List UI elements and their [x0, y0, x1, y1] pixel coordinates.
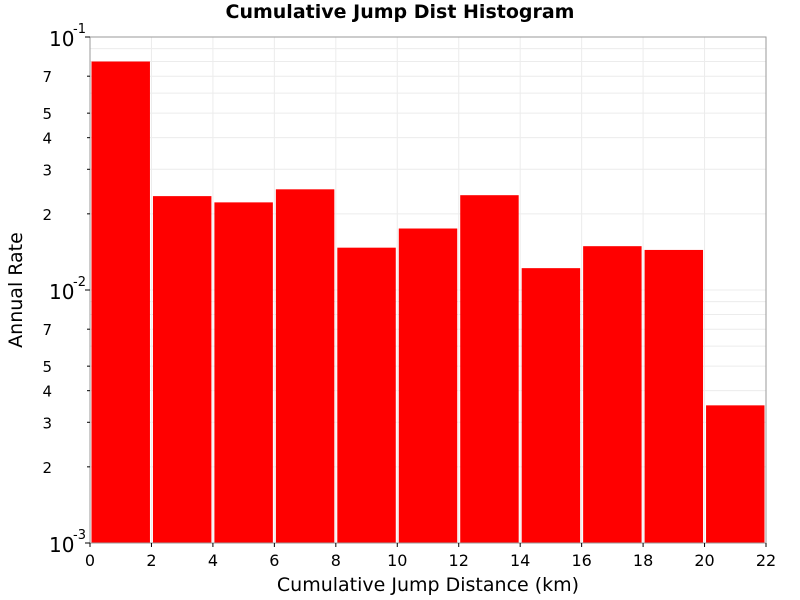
y-tick-exponent: -3: [73, 528, 86, 543]
y-tick-label: 10: [49, 533, 74, 557]
x-tick-label: 12: [449, 551, 469, 570]
x-tick-label: 10: [387, 551, 407, 570]
histogram-bar: [706, 405, 765, 543]
y-tick-label: 4: [42, 383, 52, 401]
y-tick-exponent: -1: [73, 22, 86, 37]
histogram-bar: [644, 249, 704, 543]
y-tick-label: 3: [42, 161, 52, 179]
histogram-bar: [91, 61, 150, 543]
x-tick-label: 20: [694, 551, 714, 570]
x-tick-label: 14: [510, 551, 530, 570]
x-tick-label: 16: [571, 551, 591, 570]
histogram-bar: [337, 247, 396, 544]
histogram-bar: [460, 195, 519, 544]
y-tick-label: 5: [42, 358, 52, 376]
histogram-bar: [398, 228, 458, 544]
y-tick-exponent: -2: [73, 275, 86, 290]
y-tick-label: 7: [42, 321, 52, 339]
x-axis-label: Cumulative Jump Distance (km): [277, 574, 579, 596]
y-axis-label: Annual Rate: [5, 232, 27, 348]
x-tick-label: 22: [756, 551, 776, 570]
x-tick-label: 6: [269, 551, 279, 570]
y-tick-label: 2: [42, 459, 52, 477]
x-tick-label: 8: [331, 551, 341, 570]
y-tick-label: 3: [42, 414, 52, 432]
histogram-bar: [275, 189, 335, 544]
histogram-bar: [152, 196, 212, 544]
y-tick-label: 10: [49, 280, 74, 304]
histogram-bar: [214, 202, 273, 544]
y-tick-label: 5: [42, 105, 52, 123]
histogram-bar: [583, 246, 642, 543]
x-tick-label: 4: [208, 551, 218, 570]
x-tick-label: 2: [146, 551, 156, 570]
y-tick-label: 7: [42, 68, 52, 86]
y-tick-label: 4: [42, 130, 52, 148]
y-tick-label: 2: [42, 206, 52, 224]
y-tick-label: 10: [49, 27, 74, 51]
histogram-bar: [521, 268, 581, 543]
chart-title: Cumulative Jump Dist Histogram: [225, 1, 575, 23]
x-tick-label: 18: [633, 551, 653, 570]
x-tick-label: 0: [85, 551, 95, 570]
